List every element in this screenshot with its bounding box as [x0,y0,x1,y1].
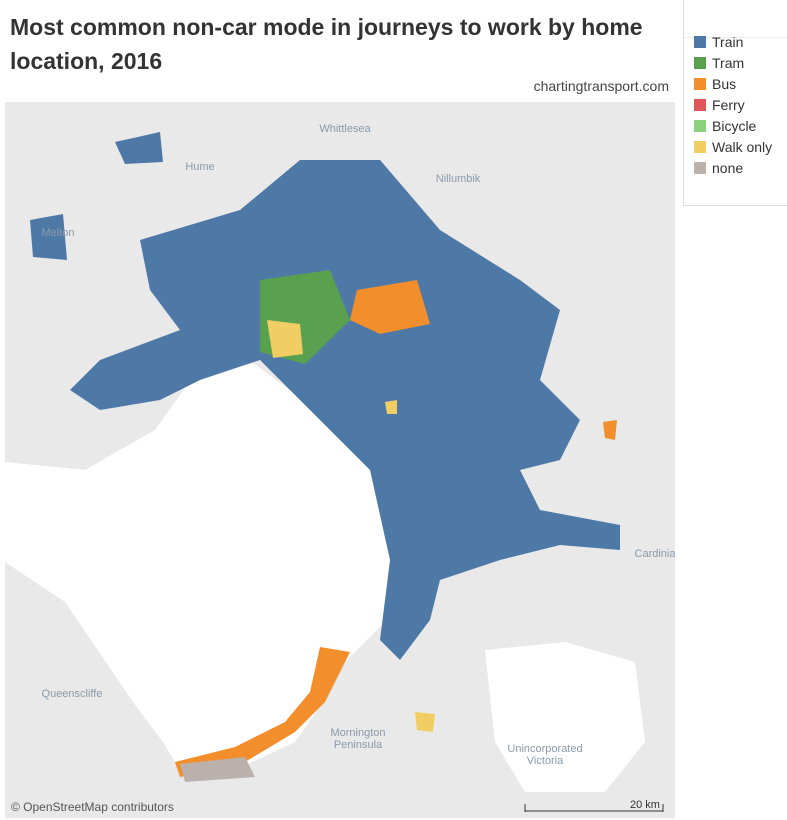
place-label: Whittlesea [319,123,371,135]
region [70,160,620,660]
place-label-line: Victoria [527,755,564,767]
legend-swatch [694,99,706,111]
region [603,420,617,440]
place-label-line: Nillumbik [436,173,481,185]
place-label: Cardinia [635,548,675,560]
legend-swatch [694,78,706,90]
region [415,712,435,732]
legend-swatch [694,141,706,153]
legend-header [684,0,787,38]
title: Most common non-car mode in journeys to … [10,14,643,74]
western-port [485,642,645,792]
place-label: Hume [185,161,214,173]
legend-label: Bicycle [712,118,757,134]
place-label-line: Queenscliffe [42,688,103,700]
place-label: Mornington Peninsula [330,727,385,751]
place-label: Nillumbik [436,173,481,185]
place-label-line: Cardinia [635,548,675,560]
legend-label: none [712,160,744,176]
legend-item[interactable]: Tram [694,53,744,73]
bay [5,360,393,770]
region [115,132,163,164]
legend-label: Ferry [712,97,745,113]
place-label: Melton [41,227,74,239]
scale-label: 20 km [630,799,660,811]
region [385,400,397,414]
legend-swatch [694,57,706,69]
place-label-line: Peninsula [334,739,383,751]
legend-label: Walk only [712,139,773,155]
legend-label: Train [712,34,744,50]
place-label: Unincorporated Victoria [507,743,582,767]
legend-item[interactable]: Ferry [694,95,745,115]
place-label-line: Unincorporated [507,743,582,755]
place-label-line: Whittlesea [319,123,371,135]
legend-label: Tram [712,55,745,71]
legend-swatch [694,120,706,132]
legend-item[interactable]: Walk only [694,137,772,157]
region [267,320,303,358]
place-label-line: Mornington [330,727,385,739]
place-label-line: Melton [41,227,74,239]
region [180,757,255,782]
legend-item[interactable]: Bicycle [694,116,756,136]
legend: Train Tram Bus Ferry Bicycle Walk only none [683,0,787,206]
legend-item[interactable]: Train [694,32,743,52]
place-label: Queenscliffe [42,688,103,700]
legend-swatch [694,36,706,48]
place-label-line: Hume [185,161,214,173]
legend-item[interactable]: Bus [694,74,736,94]
legend-swatch [694,162,706,174]
source: chartingtransport.com [533,78,669,94]
legend-item[interactable]: none [694,158,743,178]
region [30,214,67,260]
region [350,280,430,334]
legend-label: Bus [712,76,737,92]
attribution: © OpenStreetMap contributors [11,800,174,814]
map: 20 km © OpenStreetMap contributors Whitt… [5,102,675,818]
